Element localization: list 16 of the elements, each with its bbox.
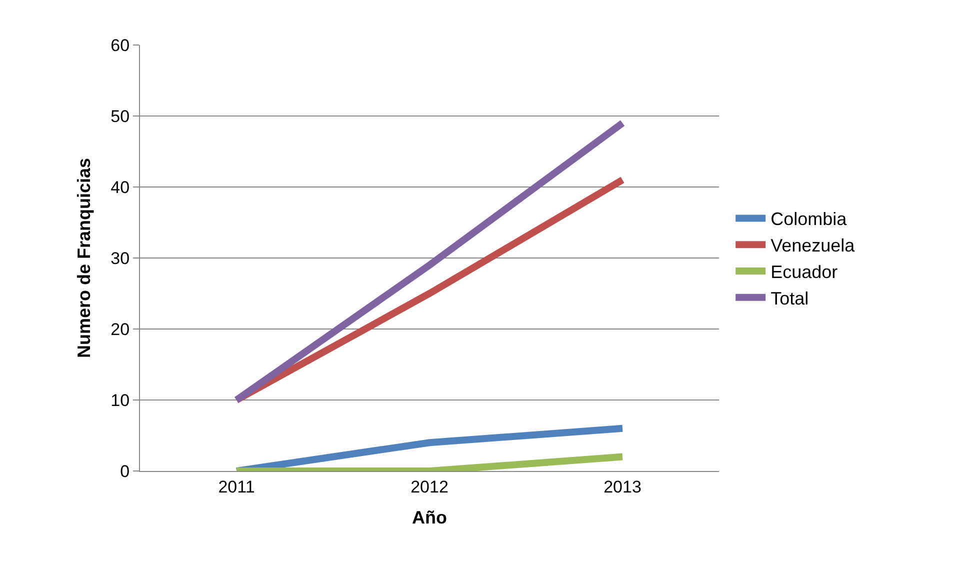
legend-label: Ecuador xyxy=(770,262,838,282)
x-tick-label: 2012 xyxy=(410,477,448,496)
y-tick-label: 0 xyxy=(120,462,130,481)
y-tick-label: 20 xyxy=(110,320,130,339)
x-tick-label: 2013 xyxy=(604,477,642,496)
x-tick-label: 2011 xyxy=(218,477,255,496)
legend-label: Venezuela xyxy=(770,236,856,256)
y-tick-label: 30 xyxy=(110,248,130,268)
y-tick-label: 50 xyxy=(110,106,130,126)
y-tick-label: 60 xyxy=(110,36,130,55)
x-axis-title: Año xyxy=(412,508,447,528)
legend-label: Colombia xyxy=(770,209,848,230)
y-tick-label: 10 xyxy=(110,390,130,410)
y-tick-label: 40 xyxy=(110,178,130,197)
legend-label: Total xyxy=(770,288,809,308)
y-axis-title: Numero de Franquicias xyxy=(74,158,94,358)
